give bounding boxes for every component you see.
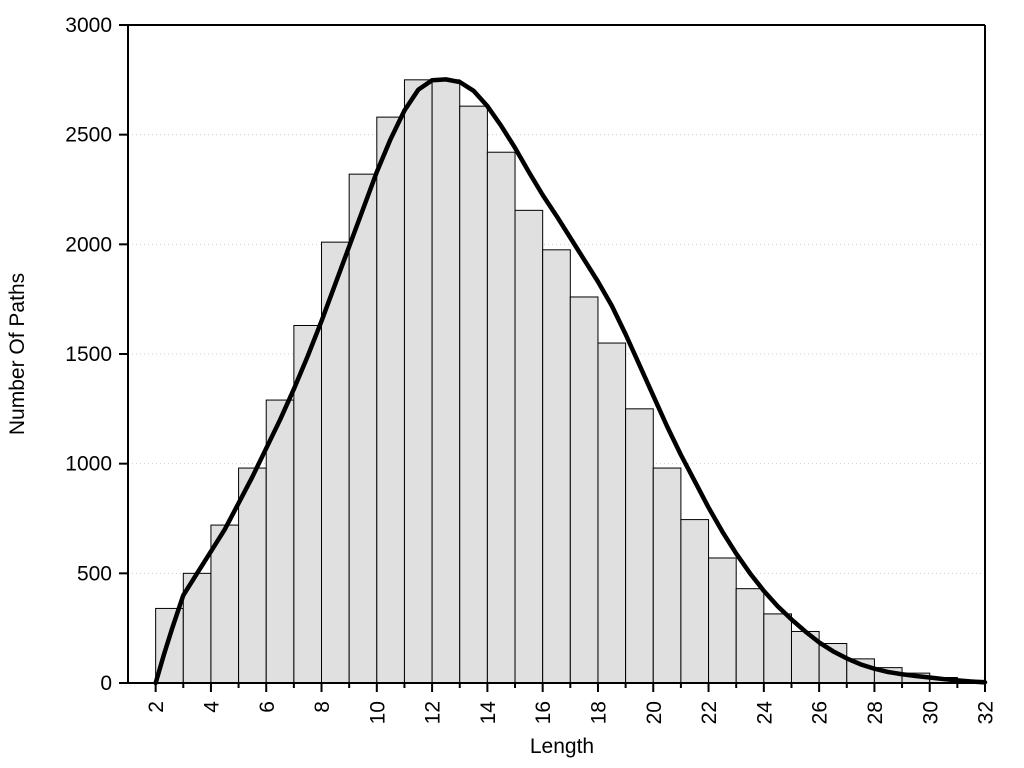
y-axis-tick-labels: 0 500 1000 1500 2000 2500 3000 (65, 14, 112, 695)
y-tick-label: 3000 (65, 14, 112, 37)
x-tick-label: 2 (145, 701, 168, 713)
x-tick-label: 24 (753, 701, 776, 725)
histogram-bar (708, 557, 737, 684)
histogram-bar (238, 467, 267, 684)
histogram-bars (155, 79, 986, 684)
histogram-bar (625, 408, 654, 684)
histogram-bar (403, 79, 433, 684)
x-axis-ticks (154, 683, 986, 692)
histogram-bar (652, 467, 682, 684)
x-axis-tick-labels: 2 4 6 8 10 12 14 16 18 20 22 24 26 28 30 32 (145, 701, 997, 725)
histogram-bar (569, 296, 599, 684)
x-axis-title: Length (530, 735, 594, 758)
histogram-bar (680, 519, 710, 684)
x-tick-label: 18 (588, 701, 611, 724)
y-tick-label: 2500 (65, 124, 112, 147)
x-tick-label: 12 (422, 701, 445, 724)
histogram-bar (735, 588, 765, 684)
y-tick-label: 500 (77, 562, 112, 585)
y-tick-label: 1000 (65, 453, 112, 476)
histogram-bar (459, 105, 488, 684)
y-tick-label: 0 (100, 672, 112, 695)
histogram-bar (431, 79, 461, 684)
x-tick-label: 16 (532, 701, 555, 724)
y-axis-title: Number Of Paths (6, 273, 29, 435)
x-tick-label: 28 (864, 701, 887, 724)
density-curve-path (153, 77, 988, 686)
histogram-bar (514, 209, 544, 684)
x-tick-label: 20 (643, 701, 666, 724)
x-tick-label: 14 (477, 701, 500, 725)
histogram-bar (486, 151, 516, 684)
histogram-bar (348, 173, 378, 684)
x-tick-label: 32 (975, 701, 998, 724)
x-tick-label: 22 (698, 701, 721, 724)
x-tick-label: 30 (919, 701, 942, 724)
histogram-bar (542, 249, 571, 684)
x-tick-label: 4 (200, 701, 223, 713)
histogram-bar (597, 342, 627, 684)
x-tick-label: 26 (809, 701, 832, 724)
y-tick-label: 1500 (65, 343, 112, 366)
y-axis-ticks (119, 24, 128, 684)
histogram-bar (321, 241, 350, 684)
x-tick-label: 8 (311, 701, 334, 713)
x-tick-label: 6 (256, 701, 279, 713)
histogram-bar (376, 116, 405, 684)
density-curve (153, 77, 988, 686)
x-tick-label: 10 (366, 701, 389, 724)
y-tick-label: 2000 (65, 233, 112, 256)
histogram-bar (763, 613, 792, 684)
